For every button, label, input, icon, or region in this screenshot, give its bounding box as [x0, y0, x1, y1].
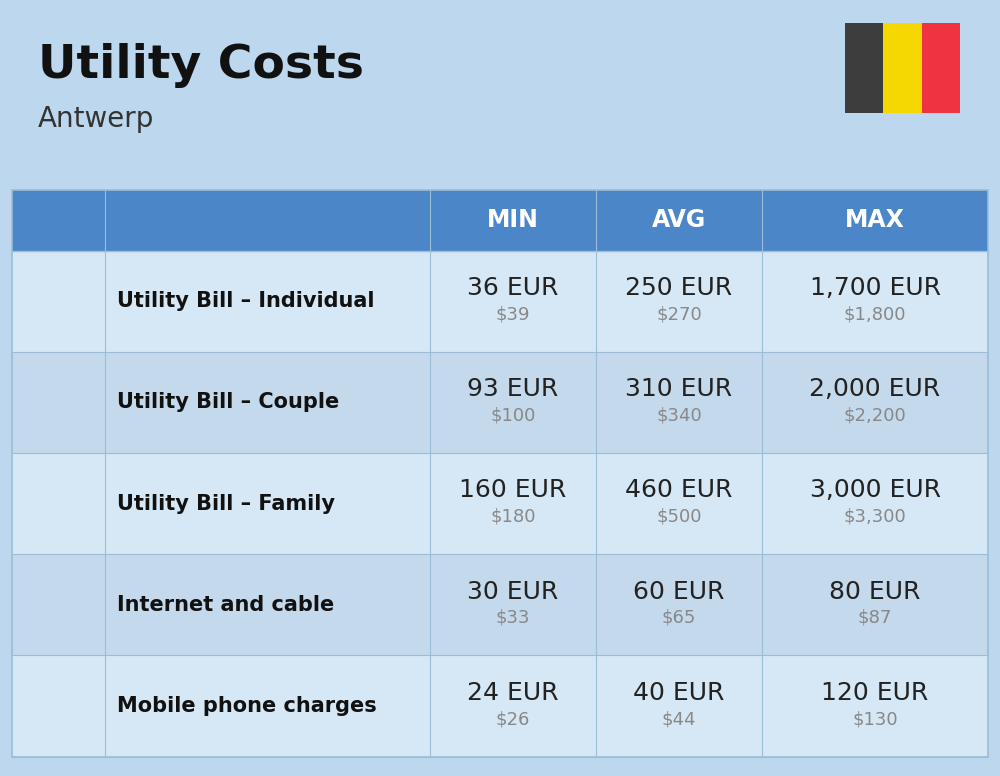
Text: 80 EUR: 80 EUR [829, 580, 921, 604]
Text: $26: $26 [496, 710, 530, 728]
Text: 36 EUR: 36 EUR [467, 276, 559, 300]
FancyBboxPatch shape [883, 23, 922, 113]
Text: Utility Bill – Individual: Utility Bill – Individual [117, 291, 374, 311]
FancyBboxPatch shape [12, 190, 988, 251]
Text: 310 EUR: 310 EUR [625, 377, 733, 401]
FancyBboxPatch shape [12, 453, 988, 554]
Text: Antwerp: Antwerp [38, 105, 154, 133]
FancyBboxPatch shape [12, 656, 988, 757]
Text: $100: $100 [490, 407, 536, 424]
Text: $2,200: $2,200 [844, 407, 906, 424]
FancyBboxPatch shape [845, 23, 883, 113]
Text: 3,000 EUR: 3,000 EUR [810, 479, 940, 503]
Text: 60 EUR: 60 EUR [633, 580, 725, 604]
Text: Utility Bill – Couple: Utility Bill – Couple [117, 393, 339, 412]
Text: $340: $340 [656, 407, 702, 424]
Text: 93 EUR: 93 EUR [467, 377, 559, 401]
Text: $130: $130 [852, 710, 898, 728]
Text: $65: $65 [662, 609, 696, 627]
Text: Internet and cable: Internet and cable [117, 595, 334, 615]
Text: AVG: AVG [652, 209, 706, 232]
Text: $44: $44 [662, 710, 696, 728]
Text: $180: $180 [490, 508, 536, 526]
Text: Utility Bill – Family: Utility Bill – Family [117, 494, 335, 514]
Text: Mobile phone charges: Mobile phone charges [117, 696, 377, 716]
Text: 30 EUR: 30 EUR [467, 580, 559, 604]
Text: $87: $87 [858, 609, 892, 627]
Text: $3,300: $3,300 [844, 508, 906, 526]
FancyBboxPatch shape [12, 190, 988, 757]
FancyBboxPatch shape [12, 352, 988, 453]
Text: $270: $270 [656, 306, 702, 324]
FancyBboxPatch shape [922, 23, 960, 113]
FancyBboxPatch shape [12, 251, 988, 352]
Text: 40 EUR: 40 EUR [633, 681, 725, 705]
Text: MIN: MIN [487, 209, 539, 232]
Text: 160 EUR: 160 EUR [459, 479, 567, 503]
Text: $500: $500 [656, 508, 702, 526]
Text: 460 EUR: 460 EUR [625, 479, 733, 503]
Text: $39: $39 [496, 306, 530, 324]
Text: $33: $33 [496, 609, 530, 627]
Text: 250 EUR: 250 EUR [625, 276, 733, 300]
Text: 120 EUR: 120 EUR [821, 681, 929, 705]
Text: $1,800: $1,800 [844, 306, 906, 324]
Text: 1,700 EUR: 1,700 EUR [810, 276, 940, 300]
FancyBboxPatch shape [12, 554, 988, 656]
Text: Utility Costs: Utility Costs [38, 43, 364, 88]
Text: 24 EUR: 24 EUR [467, 681, 559, 705]
Text: MAX: MAX [845, 209, 905, 232]
Text: 2,000 EUR: 2,000 EUR [809, 377, 941, 401]
